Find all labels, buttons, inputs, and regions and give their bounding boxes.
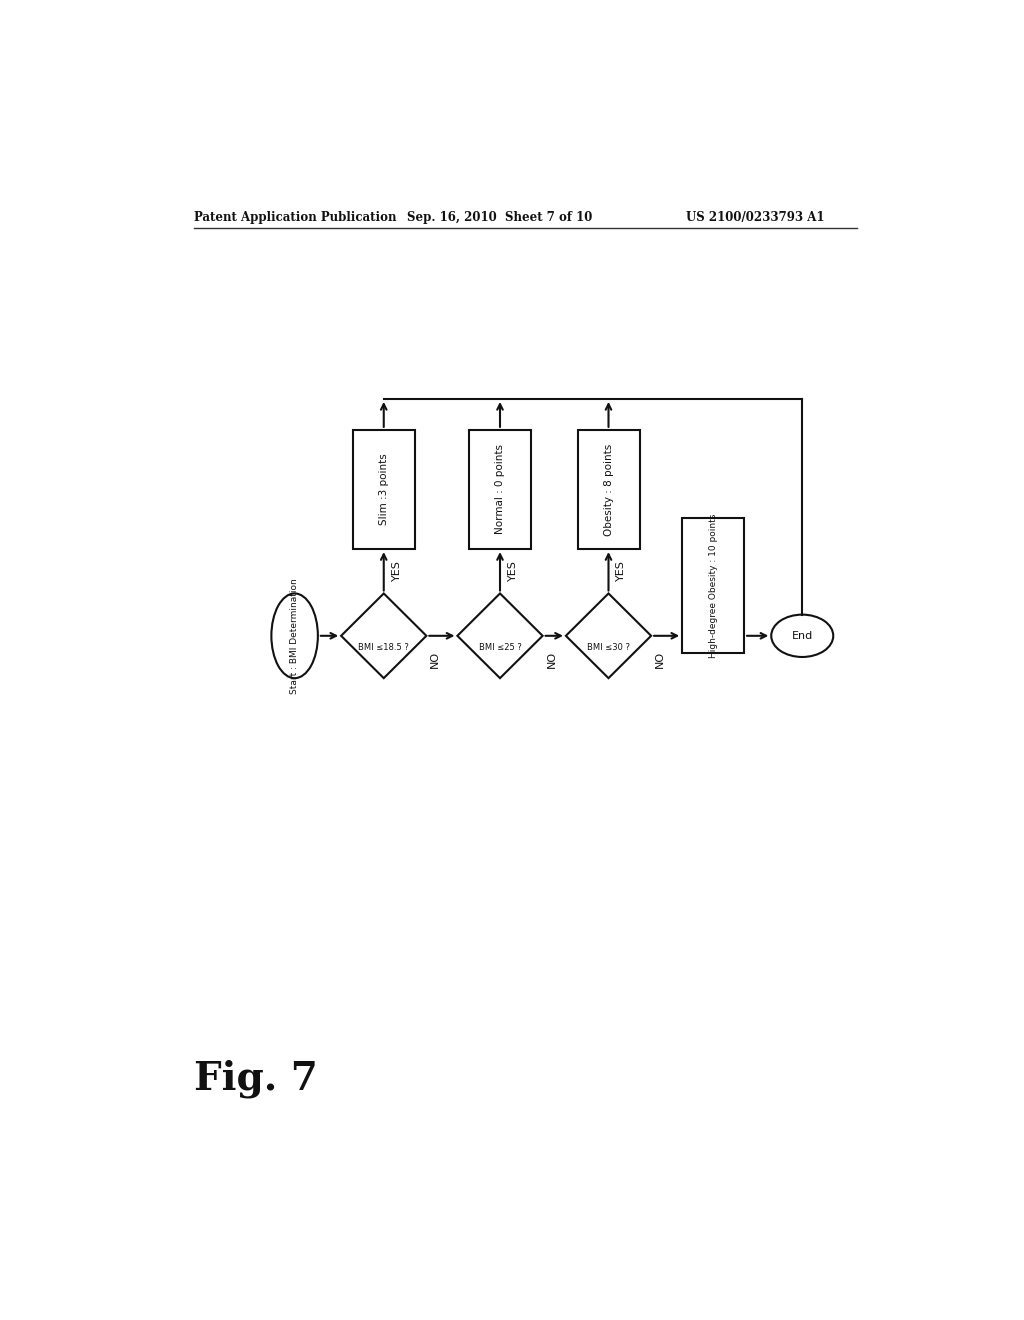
Bar xyxy=(469,430,531,549)
Text: Slim :3 points: Slim :3 points xyxy=(379,454,389,525)
Bar xyxy=(682,519,744,653)
Text: End: End xyxy=(792,631,813,640)
Text: Normal : 0 points: Normal : 0 points xyxy=(495,445,505,535)
Text: Sep. 16, 2010  Sheet 7 of 10: Sep. 16, 2010 Sheet 7 of 10 xyxy=(407,211,592,224)
Polygon shape xyxy=(341,594,426,678)
Text: YES: YES xyxy=(508,560,518,581)
Text: Patent Application Publication: Patent Application Publication xyxy=(194,211,396,224)
Bar xyxy=(578,430,640,549)
Polygon shape xyxy=(566,594,651,678)
Text: YES: YES xyxy=(391,560,401,581)
Text: BMI ≤18.5 ?: BMI ≤18.5 ? xyxy=(358,643,410,652)
Text: NO: NO xyxy=(655,651,665,668)
Text: BMI ≤30 ?: BMI ≤30 ? xyxy=(587,643,630,652)
Bar xyxy=(352,430,415,549)
Text: NO: NO xyxy=(430,651,440,668)
Ellipse shape xyxy=(271,594,317,678)
Text: NO: NO xyxy=(547,651,556,668)
Text: Fig. 7: Fig. 7 xyxy=(194,1059,317,1098)
Ellipse shape xyxy=(771,615,834,657)
Text: Start : BMI Determination: Start : BMI Determination xyxy=(290,578,299,694)
Text: High-degree Obesity : 10 points: High-degree Obesity : 10 points xyxy=(709,513,718,657)
Polygon shape xyxy=(458,594,543,678)
Text: US 2100/0233793 A1: US 2100/0233793 A1 xyxy=(686,211,824,224)
Text: BMI ≤25 ?: BMI ≤25 ? xyxy=(478,643,521,652)
Text: Obesity : 8 points: Obesity : 8 points xyxy=(603,444,613,536)
Text: YES: YES xyxy=(616,560,627,581)
